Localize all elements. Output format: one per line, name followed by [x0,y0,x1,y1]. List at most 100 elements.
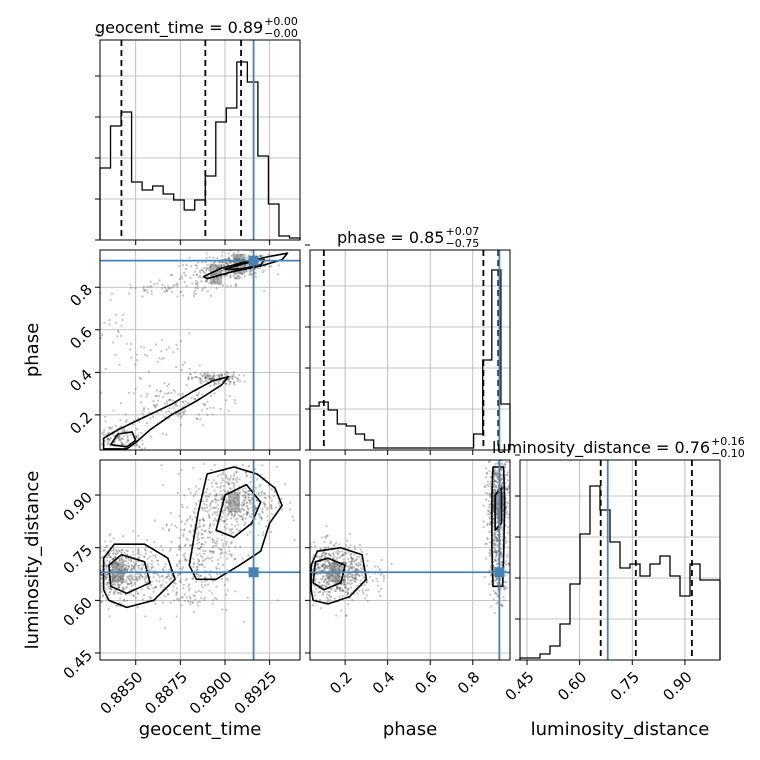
sample-point [94,596,96,598]
sample-point [92,611,94,613]
sample-point [238,515,242,518]
sample-point [492,483,496,486]
sample-point [96,572,98,574]
sample-point [226,514,229,517]
sample-point [323,550,326,554]
sample-point [195,503,198,506]
sample-point [135,444,138,447]
sample-point [496,530,499,533]
sample-point [148,411,151,414]
sample-point [206,275,209,278]
sample-point [178,412,181,415]
sample-point [203,559,206,562]
sample-point [313,544,317,548]
sample-point [267,484,270,487]
sample-point [293,538,296,542]
sample-point [132,568,136,571]
y-tick-label: 0.45 [60,646,96,682]
sample-point [147,566,150,569]
sample-point [179,290,183,293]
sample-point [107,581,110,584]
sample-point [492,525,495,528]
sample-point [362,592,365,595]
sample-point [111,583,114,586]
sample-point [100,565,104,568]
sample-point [303,567,305,569]
sample-point [236,528,239,531]
sample-point [211,541,214,544]
sample-point [335,558,338,561]
sample-point [200,536,203,540]
sample-point [112,582,116,586]
sample-point [301,596,303,598]
sample-point [254,272,257,275]
sample-point [216,513,219,516]
sample-point [338,587,341,590]
sample-point [155,395,158,398]
sample-point [232,375,235,378]
sample-point [365,581,368,584]
sample-point [221,608,224,611]
sample-point [97,561,99,563]
sample-point [249,480,252,484]
sample-point [511,506,513,508]
sample-point [297,567,299,569]
sample-point [495,538,499,541]
sample-point [154,556,157,559]
sample-point [157,573,160,577]
sample-point [187,589,191,592]
sample-point [500,563,503,566]
sample-point [203,519,206,522]
sample-point [364,597,367,600]
sample-point [136,575,139,578]
sample-point [194,289,197,292]
sample-point [66,596,68,598]
sample-point [127,439,130,442]
sample-point [496,601,499,604]
sample-point [189,373,192,376]
sample-point [204,375,207,379]
sample-point [188,530,191,533]
sample-point [187,600,190,603]
sample-point [321,569,324,572]
sample-point [152,587,155,590]
sample-point [315,562,318,566]
sample-point [138,376,142,379]
sample-point [198,377,201,380]
sample-point [379,573,382,576]
sample-point [356,555,359,558]
sample-point [327,594,331,597]
sample-point [495,554,498,557]
sample-point [203,286,206,289]
sample-point [214,501,217,504]
sample-point [225,523,228,526]
sample-point [159,390,162,393]
sample-point [227,489,230,493]
sample-point [250,506,253,509]
sample-point [194,279,197,283]
sample-point [204,557,208,560]
sample-point [336,549,340,552]
sample-point [234,545,237,549]
sample-point [198,364,201,367]
sample-point [175,592,178,595]
title-text: luminosity_distance = 0.76 [492,438,710,458]
sample-point [341,554,344,557]
sample-point [245,511,249,514]
sample-point [325,581,328,585]
sample-point [323,590,326,593]
sample-point [92,566,94,568]
sample-point [245,513,248,516]
sample-point [179,545,182,548]
sample-point [227,269,231,272]
sample-point [97,581,99,583]
sample-point [365,553,368,556]
sample-point [275,465,278,468]
sample-point [196,601,199,604]
sample-point [143,578,146,581]
sample-point [341,588,344,592]
sample-point [176,347,179,351]
sample-point [313,590,316,594]
sample-point [235,471,238,474]
sample-point [84,439,86,441]
